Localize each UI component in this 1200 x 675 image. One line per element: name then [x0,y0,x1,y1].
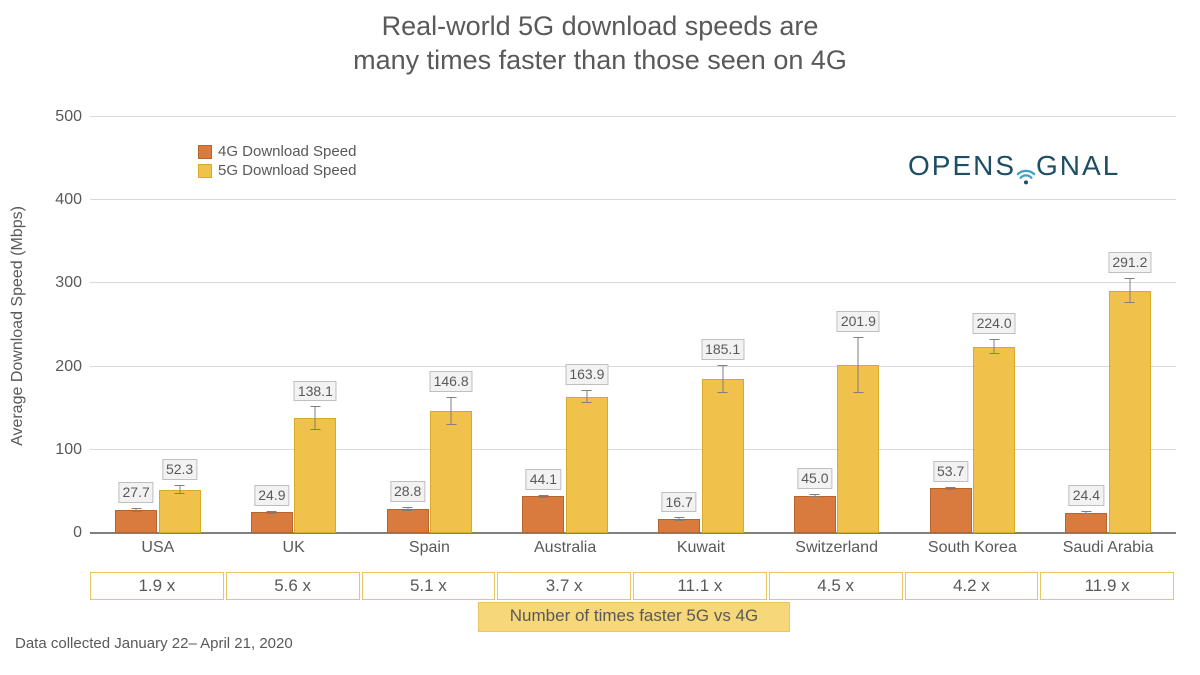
error-bar [1129,278,1130,303]
bar-5g [1109,291,1151,533]
chart-title: Real-world 5G download speeds aremany ti… [0,10,1200,78]
bar-5g [566,397,608,533]
x-tick-label: Saudi Arabia [1063,533,1154,557]
error-bar [543,495,544,498]
x-tick-label: Australia [534,533,596,557]
error-bar [451,397,452,425]
footnote: Data collected January 22– April 21, 202… [15,635,293,652]
multiplier-cell: 5.1 x [362,572,496,600]
bar-5g [702,379,744,533]
y-tick-label: 500 [55,108,90,126]
multiplier-cell: 11.1 x [633,572,767,600]
error-bar [994,339,995,354]
bar-4g [1065,513,1107,533]
gridline [90,199,1176,200]
bar-value-label: 53.7 [933,461,968,482]
multiplier-cell: 3.7 x [497,572,631,600]
y-tick-label: 300 [55,274,90,292]
multiplier-cell: 4.2 x [905,572,1039,600]
legend: 4G Download Speed 5G Download Speed [198,143,356,181]
legend-swatch [198,145,212,159]
bar-4g [658,519,700,533]
x-tick-label: Kuwait [677,533,725,557]
error-bar [722,365,723,393]
bar-value-label: 27.7 [119,482,154,503]
wifi-icon [1015,162,1037,184]
error-bar [950,487,951,490]
bar-value-label: 28.8 [390,481,425,502]
bar-4g [930,488,972,533]
multiplier-cell: 5.6 x [226,572,360,600]
error-bar [136,508,137,511]
error-bar [586,390,587,403]
multiplier-cell: 1.9 x [90,572,224,600]
multiplier-cell: 4.5 x [769,572,903,600]
bar-value-label: 52.3 [162,459,197,480]
error-bar [315,406,316,429]
bar-5g [159,490,201,534]
y-tick-label: 200 [55,358,90,376]
bar-value-label: 146.8 [430,371,473,392]
bar-value-label: 24.4 [1069,485,1104,506]
multiplier-cell: 11.9 x [1040,572,1174,600]
legend-label: 4G Download Speed [218,143,356,160]
bar-value-label: 185.1 [701,339,744,360]
error-bar [1086,511,1087,514]
x-tick-label: UK [283,533,305,557]
error-bar [407,507,408,510]
bar-4g [794,496,836,533]
bar-value-label: 44.1 [526,469,561,490]
error-bar [179,485,180,493]
legend-label: 5G Download Speed [218,162,356,179]
legend-swatch [198,164,212,178]
bar-value-label: 201.9 [837,311,880,332]
bar-value-label: 24.9 [254,485,289,506]
x-tick-label: USA [141,533,174,557]
error-bar [814,494,815,497]
brand-text-pre: OPENS [908,150,1016,182]
error-bar [271,511,272,514]
multiplier-caption: Number of times faster 5G vs 4G [478,602,790,632]
x-tick-label: South Korea [928,533,1017,557]
error-bar [679,517,680,520]
bar-value-label: 138.1 [294,381,337,402]
bar-4g [251,512,293,533]
brand-text-post: GNAL [1036,150,1120,182]
bar-value-label: 291.2 [1108,252,1151,273]
bar-4g [387,509,429,533]
bar-5g [294,418,336,533]
bar-value-label: 16.7 [662,492,697,513]
gridline [90,282,1176,283]
x-tick-label: Switzerland [795,533,878,557]
y-tick-label: 100 [55,441,90,459]
y-tick-label: 0 [73,524,90,542]
legend-item: 4G Download Speed [198,143,356,160]
bar-value-label: 224.0 [973,313,1016,334]
gridline [90,116,1176,117]
bar-4g [115,510,157,533]
y-axis-label: Average Download Speed (Mbps) [9,206,27,446]
bar-value-label: 45.0 [797,468,832,489]
bar-5g [973,347,1015,533]
opensignal-logo: OPENS GNAL [908,150,1120,182]
legend-item: 5G Download Speed [198,162,356,179]
bar-4g [522,496,564,533]
bar-5g [430,411,472,533]
x-tick-label: Spain [409,533,450,557]
bar-value-label: 163.9 [565,364,608,385]
y-tick-label: 400 [55,191,90,209]
error-bar [858,337,859,394]
multiplier-row: 1.9 x5.6 x5.1 x3.7 x11.1 x4.5 x4.2 x11.9… [90,572,1176,600]
